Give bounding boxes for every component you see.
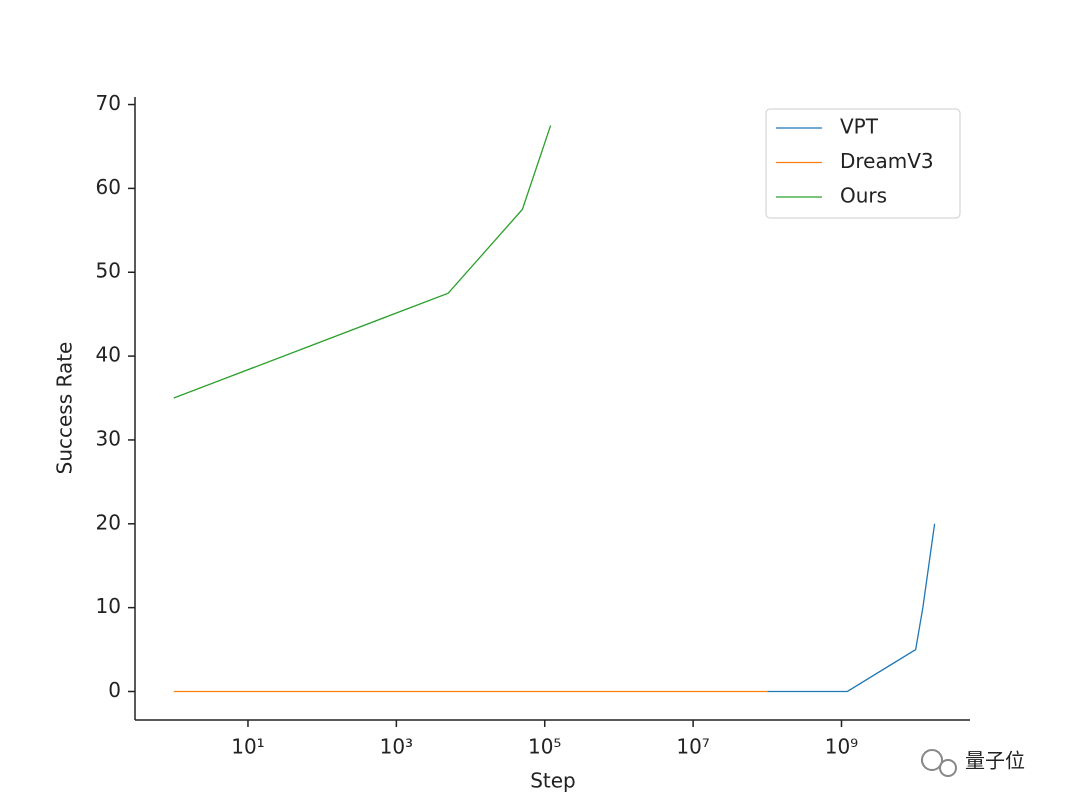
watermark-icon [921, 749, 957, 777]
y-tick-label: 0 [108, 678, 121, 702]
x-tick-label: 10⁷ [676, 735, 709, 759]
y-tick-label: 70 [96, 91, 121, 115]
y-tick-label: 40 [96, 343, 121, 367]
watermark: 量子位 [965, 749, 1025, 773]
x-tick-label: 10⁹ [825, 735, 858, 759]
x-axis-label: Step [530, 769, 576, 793]
y-axis-label: Success Rate [53, 342, 77, 475]
y-tick-label: 30 [96, 426, 121, 450]
line [767, 523, 936, 693]
y-tick-label: 60 [96, 175, 121, 199]
x-tick-label: 10³ [380, 735, 413, 759]
y-tick-label: 20 [96, 510, 121, 534]
x-tick-label: 10⁵ [528, 735, 561, 759]
x-tick-label: 10¹ [231, 735, 264, 759]
y-tick-label: 50 [96, 259, 121, 283]
y-tick-label: 10 [96, 594, 121, 618]
legend-label: VPT [840, 115, 879, 139]
line [173, 125, 552, 399]
legend-label: DreamV3 [840, 149, 934, 173]
legend-box [765, 108, 961, 219]
legend-label: Ours [840, 184, 887, 208]
